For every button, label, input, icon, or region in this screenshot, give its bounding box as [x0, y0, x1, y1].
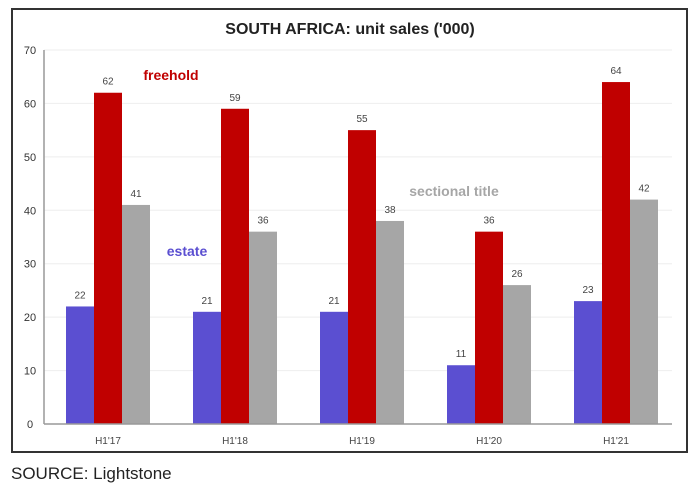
bar-freehold: [221, 108, 249, 425]
data-label: 55: [356, 114, 368, 125]
data-label: 21: [201, 296, 213, 307]
x-tick-label: H1'20: [476, 436, 502, 447]
y-tick-label: 50: [24, 152, 36, 164]
bar-freehold: [348, 130, 376, 424]
x-tick-label: H1'17: [95, 436, 121, 447]
series-label: freehold: [143, 67, 198, 83]
chart-title: SOUTH AFRICA: unit sales ('000): [225, 21, 474, 38]
data-label: 42: [638, 184, 650, 195]
data-label: 38: [384, 205, 396, 216]
series-label: estate: [167, 243, 208, 259]
data-label: 26: [511, 269, 523, 280]
bar-estate: [193, 311, 221, 424]
bar-sectional-title: [122, 204, 150, 424]
data-label: 23: [582, 285, 594, 296]
x-tick-label: H1'18: [222, 436, 248, 447]
data-label: 41: [130, 189, 142, 200]
bar-estate: [66, 306, 94, 424]
y-tick-label: 10: [24, 366, 36, 378]
bar-estate: [447, 365, 475, 424]
data-label: 36: [257, 216, 269, 227]
y-tick-label: 0: [27, 419, 33, 431]
y-tick-label: 20: [24, 312, 36, 324]
bar-freehold: [602, 82, 630, 425]
bar-sectional-title: [630, 199, 658, 424]
x-tick-label: H1'19: [349, 436, 375, 447]
data-label: 64: [610, 66, 622, 77]
data-label: 21: [328, 296, 340, 307]
bar-estate: [320, 311, 348, 424]
bar-sectional-title: [503, 285, 531, 424]
bar-sectional-title: [249, 231, 277, 424]
y-tick-label: 60: [24, 98, 36, 110]
bar-freehold: [475, 231, 503, 424]
bar-estate: [574, 301, 602, 424]
chart-frame: [11, 8, 688, 453]
data-label: 11: [456, 349, 467, 360]
y-tick-label: 40: [24, 205, 36, 217]
bar-freehold: [94, 92, 122, 424]
data-label: 59: [229, 93, 241, 104]
x-tick-label: H1'21: [603, 436, 629, 447]
data-label: 36: [483, 216, 495, 227]
series-label: sectional title: [409, 183, 499, 199]
y-tick-label: 70: [24, 45, 36, 57]
source-note: SOURCE: Lightstone: [11, 464, 172, 483]
data-label: 22: [74, 290, 86, 301]
y-tick-label: 30: [24, 259, 36, 271]
data-label: 62: [102, 77, 114, 88]
bar-sectional-title: [376, 220, 404, 424]
